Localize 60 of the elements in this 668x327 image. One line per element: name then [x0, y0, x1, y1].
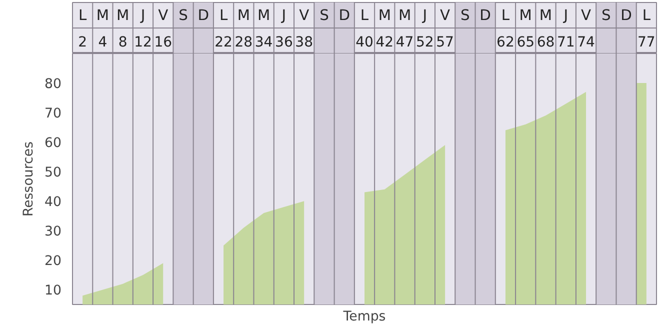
x-tick-label: V	[299, 6, 310, 24]
text: 68	[536, 34, 555, 50]
text: 38	[295, 34, 314, 50]
x-tick-label: D	[198, 6, 210, 24]
x-tick-label: M	[257, 6, 270, 24]
x-tick-label: S	[320, 6, 329, 24]
x-tick-label: V	[158, 6, 168, 24]
x-tick-label: M	[96, 6, 110, 24]
x-tick-label: M	[237, 6, 250, 24]
text: 57	[436, 34, 454, 50]
y-axis-title: Ressources	[22, 141, 37, 217]
text: 8	[118, 34, 128, 50]
text: 12	[134, 34, 152, 50]
text: 77	[638, 34, 656, 50]
text: 40	[356, 34, 374, 50]
text: 28	[234, 34, 253, 50]
x-tick-label: D	[338, 6, 350, 24]
text: 47	[396, 34, 414, 50]
text: 36	[275, 34, 293, 50]
y-tick-label: 30	[44, 224, 62, 240]
x-tick-label: L	[501, 6, 510, 24]
x-tick-label: M	[116, 6, 130, 24]
x-tick-label: L	[360, 6, 370, 24]
y-tick-label: 40	[44, 195, 62, 210]
x-tick-label: M	[519, 6, 532, 24]
y-tick-label: 10	[44, 284, 62, 299]
x-tick-label: M	[398, 6, 412, 24]
text: 42	[376, 34, 394, 50]
x-tick-label: D	[620, 6, 632, 24]
x-axis-title: Temps	[342, 310, 386, 324]
x-tick-label: L	[642, 6, 652, 24]
text: 71	[556, 34, 575, 50]
x-tick-label: V	[581, 6, 592, 24]
text: 34	[254, 34, 273, 50]
x-tick-label: S	[602, 6, 611, 24]
x-tick-label: J	[140, 6, 146, 24]
x-tick-label: S	[178, 6, 188, 24]
text: 4	[98, 34, 108, 50]
x-tick-label: J	[280, 6, 286, 24]
text: 65	[516, 34, 535, 50]
x-tick-label: D	[480, 6, 491, 24]
y-tick-label: 20	[44, 254, 62, 270]
text: 2	[78, 34, 88, 50]
text: 52	[416, 34, 434, 50]
y-tick-label: 60	[44, 136, 62, 152]
text: 74	[577, 34, 596, 50]
x-tick-label: V	[440, 6, 450, 24]
x-tick-label: L	[78, 6, 88, 24]
x-tick-label: M	[378, 6, 391, 24]
x-tick-label: S	[460, 6, 470, 24]
y-tick-label: 70	[44, 106, 62, 122]
y-tick-label: 80	[44, 77, 62, 92]
text: 22	[214, 34, 232, 50]
text: 62	[496, 34, 514, 50]
x-tick-label: M	[539, 6, 552, 24]
x-tick-label: J	[422, 6, 428, 24]
x-tick-label: J	[562, 6, 568, 24]
x-tick-label: L	[219, 6, 228, 24]
text: 16	[154, 34, 172, 50]
y-tick-label: 50	[44, 166, 62, 181]
